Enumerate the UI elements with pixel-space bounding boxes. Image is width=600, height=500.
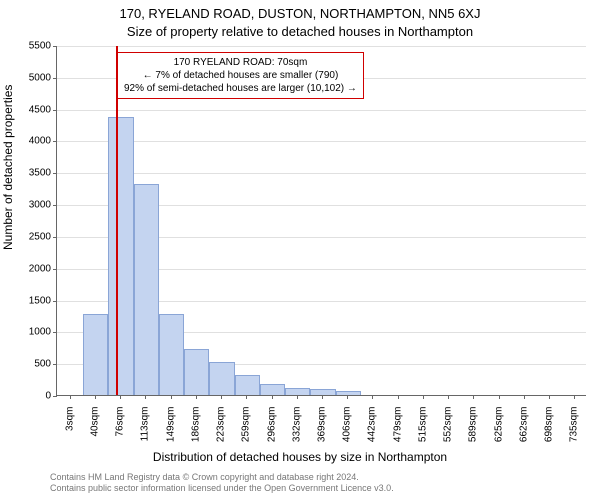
gridline xyxy=(57,141,586,142)
attribution-line1: Contains HM Land Registry data © Crown c… xyxy=(50,472,590,483)
annotation-box: 170 RYELAND ROAD: 70sqm← 7% of detached … xyxy=(117,52,364,99)
bar xyxy=(159,314,184,395)
x-tick-label: 735sqm xyxy=(569,407,580,443)
x-tick-label: 589sqm xyxy=(468,407,479,443)
attribution-text: Contains HM Land Registry data © Crown c… xyxy=(50,472,590,494)
y-tick-label: 1500 xyxy=(29,295,51,306)
y-tick-label: 4000 xyxy=(29,136,51,147)
x-tick-label: 625sqm xyxy=(493,407,504,443)
x-tick-label: 515sqm xyxy=(417,407,428,443)
gridline xyxy=(57,173,586,174)
x-tick-label: 3sqm xyxy=(64,407,75,431)
gridline xyxy=(57,46,586,47)
x-tick-label: 406sqm xyxy=(342,407,353,443)
x-axis-label: Distribution of detached houses by size … xyxy=(0,450,600,464)
y-tick-label: 500 xyxy=(34,359,51,370)
bar xyxy=(260,384,285,395)
bar xyxy=(336,391,361,395)
y-tick-label: 1000 xyxy=(29,327,51,338)
annotation-line: 170 RYELAND ROAD: 70sqm xyxy=(124,56,357,69)
x-tick-label: 552sqm xyxy=(443,407,454,443)
bar xyxy=(83,314,108,395)
attribution-line2: Contains public sector information licen… xyxy=(50,483,590,494)
y-tick-label: 2500 xyxy=(29,231,51,242)
x-tick-label: 442sqm xyxy=(367,407,378,443)
y-tick-label: 0 xyxy=(45,391,51,402)
chart-title-line1: 170, RYELAND ROAD, DUSTON, NORTHAMPTON, … xyxy=(0,6,600,21)
y-tick-label: 5500 xyxy=(29,41,51,52)
x-tick-label: 662sqm xyxy=(518,407,529,443)
x-tick-label: 223sqm xyxy=(216,407,227,443)
x-tick-label: 149sqm xyxy=(165,407,176,443)
x-tick-label: 479sqm xyxy=(392,407,403,443)
x-tick-label: 332sqm xyxy=(291,407,302,443)
plot-area: 0500100015002000250030003500400045005000… xyxy=(56,46,586,396)
y-tick-label: 5000 xyxy=(29,72,51,83)
x-tick-label: 296sqm xyxy=(266,407,277,443)
x-tick-label: 186sqm xyxy=(190,407,201,443)
bar xyxy=(209,362,234,395)
bar xyxy=(134,184,159,395)
x-tick-label: 369sqm xyxy=(317,407,328,443)
bar xyxy=(285,388,310,395)
annotation-line: 92% of semi-detached houses are larger (… xyxy=(124,82,357,95)
x-tick-label: 259sqm xyxy=(241,407,252,443)
x-tick-label: 40sqm xyxy=(89,407,100,437)
y-tick-label: 4500 xyxy=(29,104,51,115)
annotation-line: ← 7% of detached houses are smaller (790… xyxy=(124,69,357,82)
y-axis-label: Number of detached properties xyxy=(1,85,15,250)
x-tick-label: 698sqm xyxy=(544,407,555,443)
chart-title-line2: Size of property relative to detached ho… xyxy=(0,24,600,39)
bar xyxy=(235,375,260,395)
bar xyxy=(108,117,133,395)
y-tick-label: 3000 xyxy=(29,200,51,211)
y-tick-label: 3500 xyxy=(29,168,51,179)
x-tick-label: 76sqm xyxy=(115,407,126,437)
x-tick-label: 113sqm xyxy=(140,407,151,442)
gridline xyxy=(57,110,586,111)
bar xyxy=(184,349,209,395)
y-tick-label: 2000 xyxy=(29,263,51,274)
